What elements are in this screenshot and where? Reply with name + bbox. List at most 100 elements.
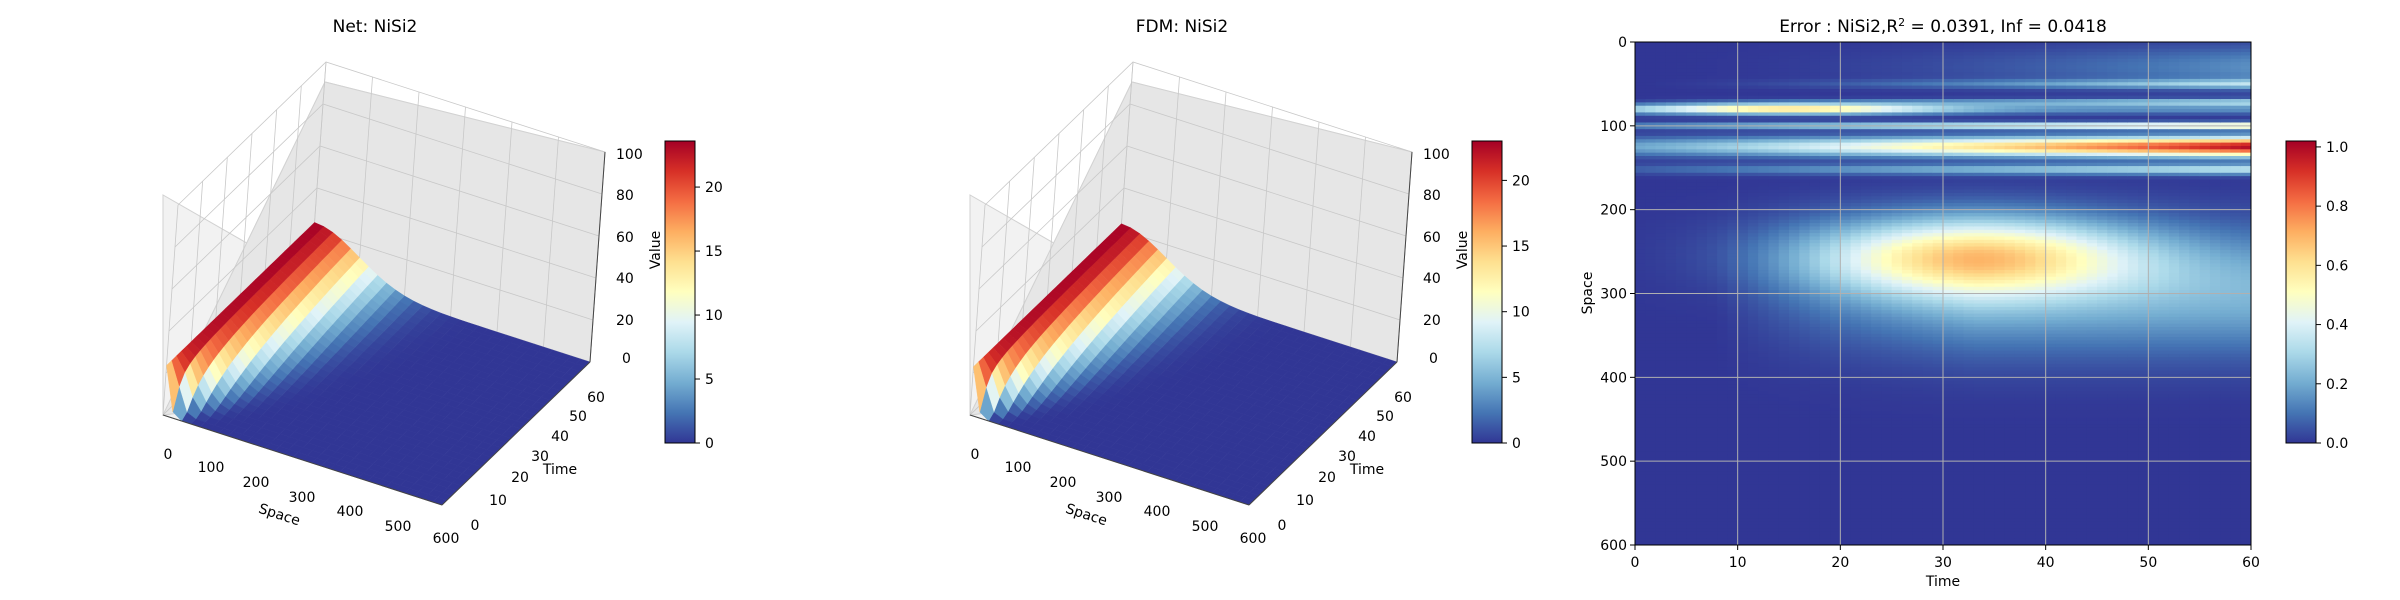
heatmap-cell bbox=[1696, 99, 1708, 103]
heatmap-cell bbox=[1799, 72, 1811, 77]
heatmap-cell bbox=[1747, 99, 1759, 103]
heatmap-cell bbox=[1717, 461, 1728, 466]
heatmap-cell bbox=[1758, 397, 1770, 402]
heatmap-cell bbox=[1809, 62, 1821, 67]
heatmap-cell bbox=[1747, 501, 1759, 506]
heatmap-cell bbox=[1789, 172, 1800, 177]
heatmap-cell bbox=[1665, 387, 1677, 392]
heatmap-cell bbox=[1645, 159, 1657, 164]
heatmap-cell bbox=[1696, 216, 1708, 221]
heatmap-cell bbox=[1696, 202, 1708, 207]
heatmap-cell bbox=[1645, 243, 1657, 248]
heatmap-cell bbox=[1809, 88, 1821, 93]
heatmap-cell bbox=[1768, 132, 1780, 137]
heatmap-cell bbox=[1737, 283, 1749, 288]
heatmap-cell bbox=[1819, 139, 1831, 144]
heatmap-cell bbox=[1717, 169, 1728, 174]
heatmap-cell bbox=[1778, 397, 1790, 402]
heatmap-cell bbox=[1778, 273, 1790, 278]
heatmap-cell bbox=[1655, 467, 1667, 472]
heatmap-cell bbox=[1747, 347, 1759, 352]
heatmap-cell bbox=[1758, 68, 1770, 73]
heatmap-cell bbox=[1809, 494, 1821, 499]
heatmap-cell bbox=[1758, 434, 1770, 439]
heatmap-cell bbox=[1635, 152, 1646, 157]
heatmap-cell bbox=[1830, 340, 1841, 345]
heatmap-cell bbox=[1696, 42, 1708, 46]
heatmap-cell bbox=[1676, 223, 1687, 228]
heatmap-cell bbox=[1696, 186, 1708, 191]
heatmap-cell bbox=[1727, 75, 1739, 80]
heatmap-cell bbox=[1799, 390, 1811, 395]
heatmap-cell bbox=[1819, 273, 1831, 278]
heatmap-cell bbox=[1665, 122, 1677, 127]
heatmap-cell bbox=[1758, 481, 1770, 486]
heatmap-cell bbox=[1809, 223, 1821, 228]
heatmap-cell bbox=[1758, 353, 1770, 358]
heatmap-cell bbox=[1809, 213, 1821, 217]
heatmap-cell bbox=[1809, 477, 1821, 482]
heatmap-cell bbox=[1645, 444, 1657, 449]
heatmap-cell bbox=[1768, 310, 1780, 315]
heatmap-cell bbox=[1696, 380, 1708, 385]
heatmap-cell bbox=[1635, 102, 1646, 107]
heatmap-cell bbox=[1747, 494, 1759, 499]
heatmap-cell bbox=[1768, 162, 1780, 167]
heatmap-cell bbox=[1655, 464, 1667, 469]
heatmap-cell bbox=[1799, 58, 1811, 63]
heatmap-cell bbox=[1717, 404, 1728, 409]
heatmap-cell bbox=[1747, 55, 1759, 60]
heatmap-cell bbox=[1768, 263, 1780, 268]
heatmap-cell bbox=[1696, 172, 1708, 177]
heatmap-cell bbox=[1696, 112, 1708, 117]
heatmap-cell bbox=[1717, 447, 1728, 452]
heatmap-cell bbox=[1840, 82, 1852, 87]
heatmap-cell bbox=[1645, 52, 1657, 57]
heatmap-cell bbox=[1758, 253, 1770, 258]
heatmap-cell bbox=[1737, 457, 1749, 462]
heatmap-cell bbox=[1655, 471, 1667, 476]
heatmap-cell bbox=[1758, 166, 1770, 171]
heatmap-cell bbox=[1747, 387, 1759, 392]
heatmap-cell bbox=[1717, 306, 1728, 311]
heatmap-cell bbox=[1665, 256, 1677, 261]
heatmap-cell bbox=[1696, 430, 1708, 435]
heatmap-cell bbox=[1665, 189, 1677, 194]
heatmap-cell bbox=[1717, 209, 1728, 214]
heatmap-cell bbox=[1768, 508, 1780, 513]
heatmap-cell bbox=[1758, 125, 1770, 130]
heatmap-cell bbox=[1840, 132, 1852, 137]
heatmap-cell bbox=[1696, 514, 1708, 519]
heatmap-cell bbox=[1778, 511, 1790, 516]
heatmap-cell bbox=[1747, 273, 1759, 278]
heatmap-cell bbox=[1778, 420, 1790, 425]
heatmap-cell bbox=[1809, 132, 1821, 137]
heatmap-cell bbox=[1635, 156, 1646, 160]
heatmap-cell bbox=[1758, 337, 1770, 342]
heatmap-cell bbox=[1809, 528, 1821, 533]
heatmap-cell bbox=[1645, 45, 1657, 50]
heatmap-cell bbox=[1706, 501, 1718, 506]
heatmap-cell bbox=[1747, 464, 1759, 469]
heatmap-cell bbox=[1830, 514, 1841, 519]
heatmap-cell bbox=[1809, 316, 1821, 321]
heatmap-cell bbox=[1747, 112, 1759, 117]
heatmap-cell bbox=[1706, 363, 1718, 368]
heatmap-cell bbox=[1809, 229, 1821, 234]
heatmap-cell bbox=[1778, 320, 1790, 325]
heatmap-cell bbox=[1696, 273, 1708, 278]
heatmap-cell bbox=[1717, 444, 1728, 449]
heatmap-cell bbox=[1696, 78, 1708, 83]
heatmap-cell bbox=[1706, 394, 1718, 399]
heatmap-cell bbox=[1635, 451, 1646, 456]
heatmap-cell bbox=[1789, 156, 1800, 160]
heatmap-cell bbox=[1706, 407, 1718, 412]
heatmap-cell bbox=[1799, 437, 1811, 442]
heatmap-cell bbox=[1655, 142, 1667, 147]
heatmap-cell bbox=[1778, 467, 1790, 472]
heatmap-cell bbox=[1737, 132, 1749, 137]
heatmap-cell bbox=[1747, 306, 1759, 311]
heatmap-cell bbox=[1789, 347, 1800, 352]
heatmap-cell bbox=[1809, 417, 1821, 422]
